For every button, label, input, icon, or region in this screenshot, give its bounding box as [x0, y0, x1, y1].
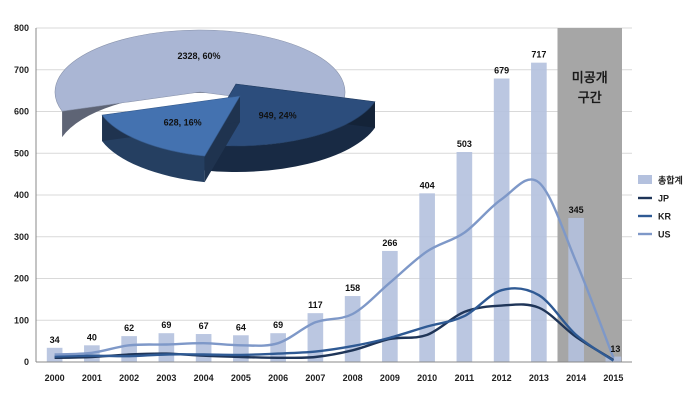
bar-value-label: 503 — [457, 139, 472, 149]
line-kr — [54, 287, 615, 362]
y-tick-label: 700 — [14, 65, 29, 75]
bar-2011 — [456, 151, 473, 362]
x-tick-label: 2009 — [380, 373, 400, 383]
y-tick-label: 800 — [14, 23, 29, 33]
x-tick-label: 2004 — [194, 373, 214, 383]
y-tick-label: 400 — [14, 190, 29, 200]
bar-2009 — [382, 250, 398, 362]
x-tick-label: 2000 — [45, 373, 65, 383]
bar-value-label: 404 — [420, 180, 435, 190]
line-jp — [54, 303, 615, 361]
legend-label: 총합계 — [658, 175, 683, 186]
y-tick-label: 300 — [14, 232, 29, 242]
x-tick-label: 2003 — [156, 373, 176, 383]
pie-slice-label: 628, 16% — [164, 117, 202, 127]
x-tick-label: 2013 — [529, 373, 549, 383]
line-us — [54, 178, 615, 359]
bar-2010 — [419, 193, 435, 362]
pie-slice-label: 949, 24% — [259, 110, 297, 120]
bar-value-label: 679 — [494, 66, 509, 76]
legend-label: US — [658, 230, 671, 240]
x-tick-label: 2015 — [603, 373, 623, 383]
bar-value-label: 40 — [87, 332, 97, 342]
y-tick-label: 100 — [14, 315, 29, 325]
legend-label: JP — [658, 194, 669, 204]
bar-2002 — [121, 336, 137, 362]
x-tick-label: 2007 — [305, 373, 325, 383]
bar-value-label: 158 — [345, 283, 360, 293]
x-tick-label: 2001 — [82, 373, 102, 383]
x-tick-label: 2005 — [231, 373, 251, 383]
bar-value-label: 62 — [124, 323, 134, 333]
bar-value-label: 266 — [382, 238, 397, 248]
bar-2012 — [493, 78, 510, 362]
y-tick-label: 600 — [14, 107, 29, 117]
data-labels: 34 40 62 69 67 64 69 117 158 266 404 503 679 717 345 13 — [50, 50, 621, 354]
bar-value-label: 13 — [610, 344, 620, 354]
y-tick-label: 200 — [14, 274, 29, 284]
x-tick-label: 2002 — [119, 373, 139, 383]
country-lines — [54, 178, 615, 362]
pie-slice-side — [200, 101, 375, 172]
bar-2004 — [195, 334, 212, 362]
x-tick-label: 2014 — [566, 373, 586, 383]
pie-slice-side — [102, 115, 205, 183]
bar-2013 — [531, 62, 547, 363]
x-tick-label: 2006 — [268, 373, 288, 383]
bar-2003 — [158, 333, 175, 362]
bar-value-label: 69 — [273, 320, 283, 330]
legend-label: KR — [658, 212, 671, 222]
shaded-region — [557, 28, 622, 362]
bar-value-label: 34 — [50, 335, 60, 345]
x-tick-label: 2008 — [343, 373, 363, 383]
axes: 0 100 200 300 400 500 600 700 800 2000 2001 2002 200… — [14, 23, 632, 383]
bar-value-label: 117 — [308, 300, 323, 310]
pie-slice: 628, 16% — [101, 95, 241, 183]
pie-slice-label: 2328, 60% — [177, 51, 220, 61]
shaded-region-label: 구간 — [578, 90, 602, 105]
bar-value-label: 717 — [531, 50, 546, 60]
bar-value-label: 69 — [161, 320, 171, 330]
y-tick-label: 500 — [14, 148, 29, 158]
legend: 총합계 JP KR US — [638, 175, 683, 240]
bar-value-label: 64 — [236, 322, 246, 332]
x-tick-label: 2012 — [492, 373, 512, 383]
legend-swatch-total — [638, 175, 652, 184]
bar-value-label: 345 — [569, 205, 584, 215]
pie-slice-top — [101, 95, 241, 157]
y-tick-label: 0 — [24, 357, 29, 367]
x-tick-label: 2011 — [455, 373, 475, 383]
bar-value-label: 67 — [199, 321, 209, 331]
x-tick-label: 2010 — [417, 373, 437, 383]
inset-pie-chart: 2328, 60% 949, 24% 628, 16% — [54, 29, 376, 183]
shaded-region-label: 미공개 — [572, 70, 608, 85]
